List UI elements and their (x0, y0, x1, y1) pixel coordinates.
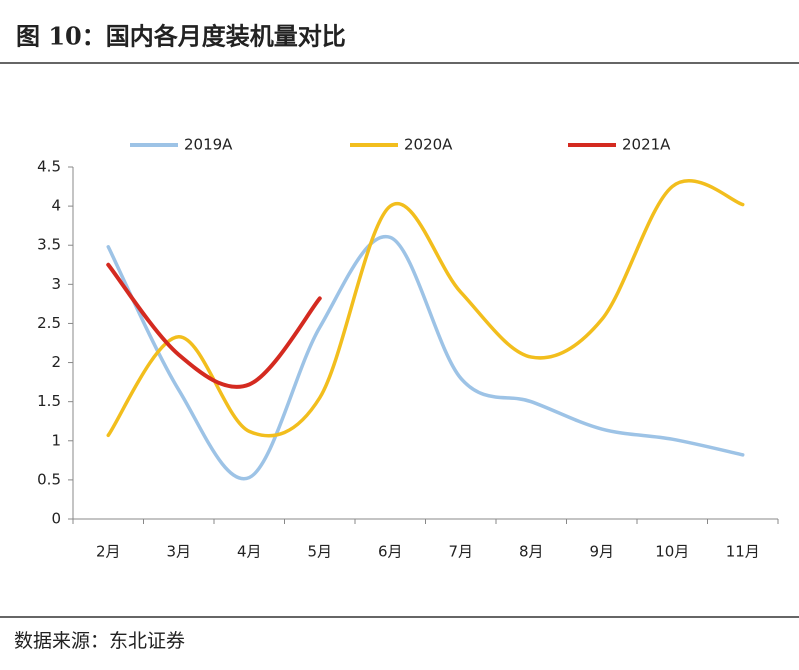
y-tick-label: 3 (51, 275, 61, 293)
x-tick-label: 2月 (96, 543, 121, 561)
series-line (106, 262, 322, 389)
y-tick-label: 1 (51, 431, 61, 449)
series-line (106, 234, 745, 481)
legend-label: 2020A (404, 136, 453, 154)
x-tick-label: 11月 (726, 543, 760, 561)
y-tick-label: 2.5 (37, 314, 61, 332)
x-tick-label: 5月 (307, 543, 332, 561)
y-tick-label: 0 (51, 510, 61, 528)
y-tick-label: 4 (51, 197, 61, 215)
series-line (106, 179, 745, 438)
x-tick-label: 6月 (378, 543, 403, 561)
legend-label: 2021A (622, 136, 671, 154)
y-tick-label: 1.5 (37, 392, 61, 410)
chart-title: 图 10：国内各月度装机量对比 (16, 22, 346, 51)
y-tick-label: 3.5 (37, 236, 61, 254)
legend-label: 2019A (184, 136, 233, 154)
y-tick-label: 4.5 (37, 158, 61, 176)
y-tick-label: 0.5 (37, 470, 61, 488)
x-tick-label: 7月 (448, 543, 473, 561)
x-tick-label: 9月 (589, 543, 614, 561)
y-tick-label: 2 (51, 353, 61, 371)
x-tick-label: 8月 (519, 543, 544, 561)
x-tick-label: 4月 (237, 543, 262, 561)
source: 数据来源：东北证券 (14, 630, 185, 652)
x-tick-label: 3月 (166, 543, 191, 561)
x-tick-label: 10月 (655, 543, 689, 561)
